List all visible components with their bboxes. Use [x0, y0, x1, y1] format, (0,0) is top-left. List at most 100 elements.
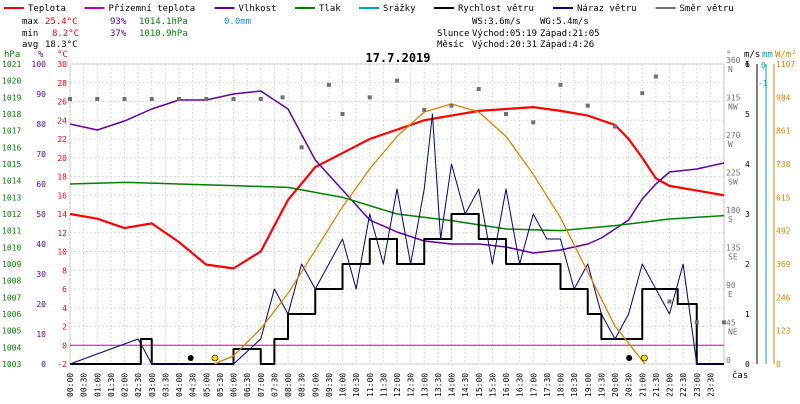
pct-tick-label: 10 [36, 330, 46, 339]
dir-tick-label: 180 [726, 206, 741, 215]
temp-tick-label: 20 [57, 154, 67, 163]
mm-tick-label: 0 [761, 61, 766, 70]
mm-unit: mm [762, 50, 773, 60]
legend-label-5: Rychlost větru [458, 4, 534, 14]
hpa-tick-label: 1013 [2, 193, 21, 202]
pct-tick-label: 100 [32, 60, 47, 69]
time-tick-label: 23:00 [693, 373, 702, 397]
pct-tick-label: 20 [36, 300, 46, 309]
time-tick-label: 22:00 [666, 373, 675, 397]
markers [187, 354, 648, 362]
time-tick-label: 07:00 [257, 373, 266, 397]
pct-tick-label: 80 [36, 120, 46, 129]
time-tick-label: 20:00 [611, 373, 620, 397]
time-tick-label: 12:30 [407, 373, 416, 397]
time-tick-label: 22:30 [679, 373, 688, 397]
wind-direction-point [531, 120, 536, 125]
time-tick-label: 19:30 [597, 373, 606, 397]
time-tick-label: 18:00 [557, 373, 566, 397]
sunrise-marker [211, 354, 219, 362]
hpa-tick-label: 1004 [2, 343, 21, 352]
hpa-tick-label: 1018 [2, 110, 21, 119]
dir-tick-label: 135 [726, 244, 741, 253]
temp-tick-label: 6 [62, 285, 67, 294]
time-tick-label: 05:30 [216, 373, 225, 397]
temp-tick-label: 8 [62, 266, 67, 275]
temp-tick-label: 0 [62, 341, 67, 350]
time-tick-label: 11:00 [366, 373, 375, 397]
dir-tick-label: 360 [726, 56, 741, 65]
temp-tick-label: 4 [62, 304, 67, 313]
chart-date-title: 17.7.2019 [365, 51, 430, 65]
deg-unit: ° [726, 50, 731, 60]
time-tick-label: 10:30 [352, 373, 361, 397]
ms-unit: m/s [744, 50, 760, 60]
wm2-tick-label: 123 [776, 327, 791, 336]
legend-label-2: Vlhkost [239, 4, 277, 14]
mm-tick-label: -1 [758, 79, 768, 88]
wind-direction-point [640, 91, 645, 96]
pct-tick-label: 0 [41, 360, 46, 369]
time-tick-label: 08:30 [298, 373, 307, 397]
wind-direction-point [667, 299, 672, 304]
wind-direction-point [476, 87, 481, 91]
stat-avg-temp: 18.3°C [45, 40, 78, 50]
dir-compass-label: SE [728, 253, 738, 262]
grid [69, 63, 775, 365]
time-tick-label: 03:00 [148, 373, 157, 397]
sunset-marker [641, 354, 648, 362]
series-vlhkost [69, 90, 725, 254]
wind-direction-point [653, 74, 658, 79]
wind-direction-point [722, 320, 726, 325]
wm2-tick-label: 0 [776, 360, 781, 369]
wind-direction-point [422, 107, 427, 112]
series-solar [214, 103, 646, 365]
pct-tick-label: 50 [36, 210, 46, 219]
time-tick-label: 04:30 [189, 373, 198, 397]
time-tick-label: 09:30 [325, 373, 334, 397]
pct-tick-label: 60 [36, 180, 46, 189]
hpa-tick-label: 1014 [2, 177, 21, 186]
moonset-info: Západ:4:26 [540, 40, 594, 50]
wm2-tick-label: 246 [776, 293, 791, 302]
sun-label: Slunce [437, 29, 470, 39]
hpa-tick-label: 1016 [2, 143, 21, 152]
dir-compass-label: NW [728, 103, 738, 112]
temp-tick-label: 24 [57, 116, 67, 125]
wind-direction-point [558, 82, 563, 87]
stat-max-rain: 0.0mm [224, 17, 251, 27]
pct-unit: % [38, 50, 44, 60]
time-tick-label: 17:00 [529, 373, 538, 397]
ms-tick-label: 2 [745, 260, 750, 269]
dir-compass-label: E [728, 290, 733, 299]
ms-tick-label: 5 [745, 110, 750, 119]
time-tick-label: 23:30 [706, 373, 715, 397]
wind-direction-point [504, 112, 508, 116]
wm2-tick-label: 984 [776, 93, 791, 102]
temp-tick-label: 18 [57, 173, 67, 182]
time-tick-label: 12:00 [393, 373, 402, 397]
info-panel: WS:3.6m/s WG:5.4m/s Slunce Východ:05:19 … [437, 17, 600, 50]
time-tick-label: 01:00 [93, 373, 102, 397]
wind-direction-point [95, 97, 100, 101]
wind-direction-point [449, 103, 454, 108]
wm2-tick-label: 1107 [776, 60, 795, 69]
moonrise-info: Východ:20:31 [472, 40, 537, 50]
stat-max-hum: 93% [110, 17, 127, 27]
time-tick-label: 21:30 [652, 373, 661, 397]
temp-unit: °C [57, 50, 68, 60]
time-tick-label: 06:00 [230, 373, 239, 397]
time-tick-label: 21:00 [638, 373, 647, 397]
hpa-tick-label: 1012 [2, 210, 21, 219]
time-tick-label: 16:00 [502, 373, 511, 397]
stat-min-label: min [22, 29, 38, 39]
time-tick-label: 02:00 [121, 373, 130, 397]
time-tick-label: 13:30 [434, 373, 443, 397]
time-tick-label: 05:00 [202, 373, 211, 397]
wind-direction-point [280, 95, 285, 100]
wm2-tick-label: 492 [776, 227, 791, 236]
wm2-tick-label: 615 [776, 193, 791, 202]
ms-tick-label: 3 [745, 210, 750, 219]
wind-direction-point [395, 78, 399, 83]
